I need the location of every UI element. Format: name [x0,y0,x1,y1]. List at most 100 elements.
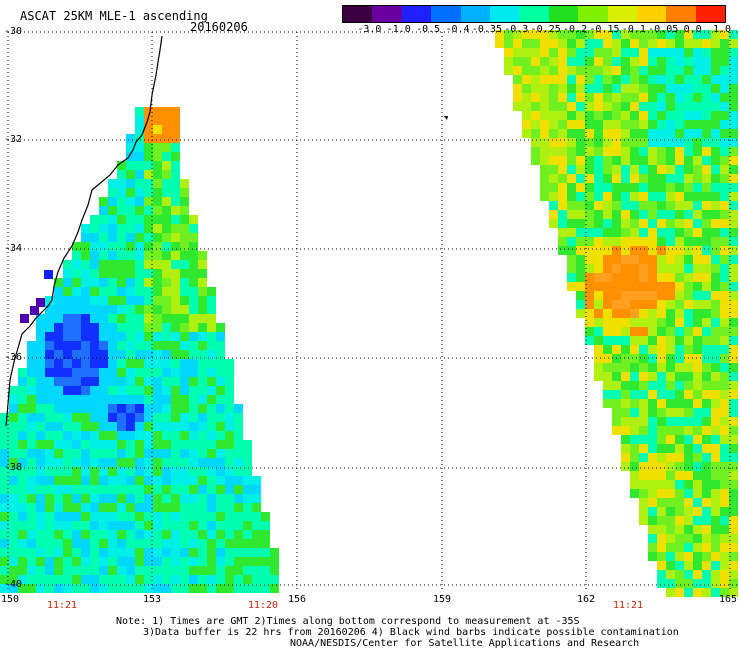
swath-cell [63,332,72,341]
swath-cell [657,471,666,480]
swath-cell [36,485,45,494]
swath-cell [657,453,666,462]
swath-cell [711,57,720,66]
swath-cell [36,377,45,386]
swath-cell [81,341,90,350]
lat-label: -36 [4,352,23,363]
swath-cell [171,449,180,458]
swath-cell [54,341,63,350]
swath-cell [63,278,72,287]
swath-cell [684,300,693,309]
swath-cell [630,183,639,192]
swath-cell [630,480,639,489]
swath-cell [72,296,81,305]
swath-cell [36,422,45,431]
swath-cell [135,341,144,350]
swath-cell [189,341,198,350]
swath-cell [81,251,90,260]
swath-cell [603,336,612,345]
swath-cell [171,197,180,206]
swath-cell [648,39,657,48]
swath-cell [657,399,666,408]
swath-cell [675,192,684,201]
swath-cell [72,521,81,530]
swath-cell [666,111,675,120]
swath-cell [18,503,27,512]
swath-cell [594,309,603,318]
swath-cell [603,381,612,390]
colorbar-segment [489,6,520,22]
swath-cell [117,512,126,521]
swath-cell [126,386,135,395]
swath-cell [666,534,675,543]
swath-cell [567,174,576,183]
swath-cell [693,219,702,228]
swath-cell [162,404,171,413]
swath-cell [693,462,702,471]
swath-cell [693,66,702,75]
swath-cell [639,30,648,39]
swath-cell [720,66,729,75]
swath-cell [621,273,630,282]
swath-cell [153,467,162,476]
swath-cell [657,336,666,345]
swath-cell [657,93,666,102]
swath-cell [576,156,585,165]
swath-cell [81,413,90,422]
swath-cell [720,444,729,453]
swath-cell [99,449,108,458]
swath-cell [729,273,738,282]
swath-cell [162,224,171,233]
swath-cell [162,251,171,260]
swath-cell [72,377,81,386]
swath-cell [666,201,675,210]
swath-cell [702,84,711,93]
swath-cell [54,377,63,386]
swath-cell [153,431,162,440]
swath-cell [648,318,657,327]
swath-cell [90,386,99,395]
swath-cell [207,485,216,494]
swath-cell [225,440,234,449]
swath-cell [162,539,171,548]
swath-cell [621,390,630,399]
swath-cell [45,476,54,485]
swath-cell [171,107,180,116]
swath-cell [531,156,540,165]
swath-cell [657,39,666,48]
swath-cell [234,548,243,557]
swath-cell [513,57,522,66]
swath-cell [648,219,657,228]
swath-cell [684,570,693,579]
swath-cell [648,102,657,111]
swath-cell [90,350,99,359]
swath-cell [63,548,72,557]
swath-cell [711,363,720,372]
swath-cell [657,111,666,120]
swath-cell [666,345,675,354]
swath-cell [27,341,36,350]
swath-cell [207,530,216,539]
swath-cell [72,359,81,368]
swath-cell [135,458,144,467]
swath-cell [603,93,612,102]
swath-cell [729,156,738,165]
swath-cell [648,507,657,516]
swath-cell [657,444,666,453]
swath-cell [216,521,225,530]
swath-cell [45,368,54,377]
swath-cell [729,480,738,489]
swath-cell [720,516,729,525]
swath-cell [504,30,513,39]
swath-cell [630,57,639,66]
swath-cell [648,471,657,480]
swath-cell [594,237,603,246]
lat-label: -40 [4,579,23,590]
swath-cell [711,543,720,552]
swath-cell [54,575,63,584]
swath-cell [639,462,648,471]
lon-label: 162 [576,594,596,605]
swath-cell [153,152,162,161]
swath-cell [117,341,126,350]
swath-cell [729,408,738,417]
